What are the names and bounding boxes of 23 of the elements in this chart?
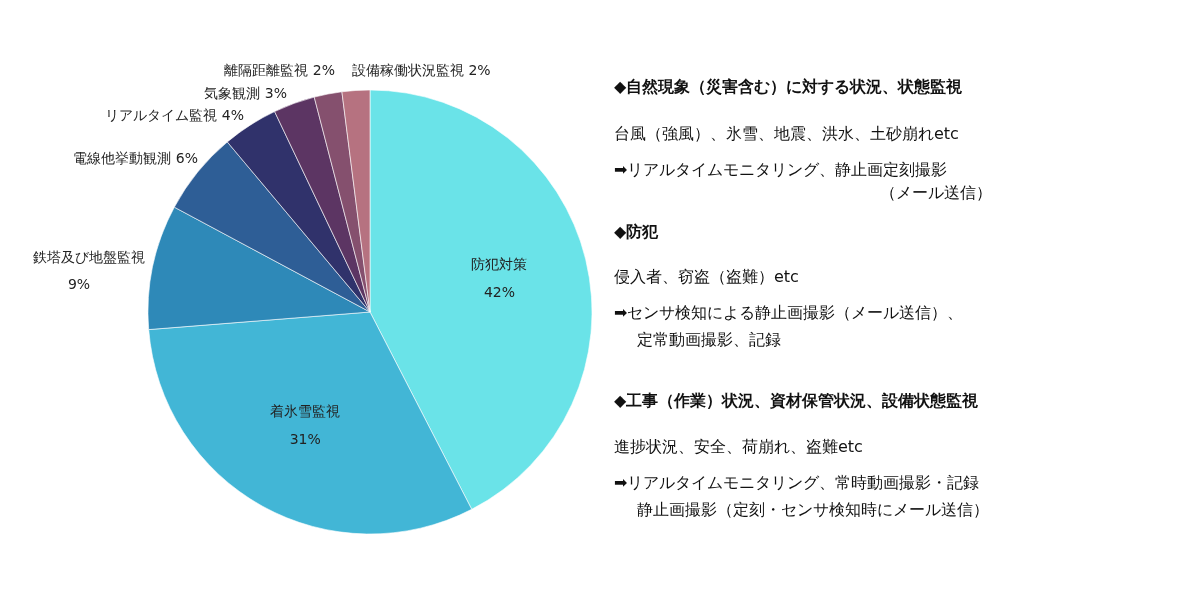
text: ➡センサ検知による静止画撮影（メール送信）、 [614, 303, 964, 322]
data-label: 9% [67, 276, 91, 292]
text: 進捗状況、安全、荷崩れ、盗難etc [614, 437, 863, 456]
data-label: 31% [289, 431, 321, 448]
slice-label: リアルタイム監視 4% [105, 107, 244, 123]
slice-label: 離隔距離監視 2% [224, 62, 335, 78]
text: 静止画撮影（定刻・センサ検知時にメール送信） [637, 500, 989, 519]
text: ➡リアルタイムモニタリング、静止画定刻撮影 [614, 160, 948, 179]
text: ◆自然現象（災害含む）に対する状況、状態監視 [614, 77, 963, 96]
slice-label: 着氷雪監視 [270, 403, 341, 420]
text: ◆防犯 [614, 222, 660, 241]
text: 侵入者、窃盗（盗難）etc [614, 267, 799, 286]
text: ➡リアルタイムモニタリング、常時動画撮影・記録 [614, 473, 980, 492]
data-label: 42% [483, 283, 516, 300]
text: （メール送信） [880, 183, 992, 202]
slice-label: 電線他挙動観測 6% [73, 150, 198, 166]
text: ◆工事（作業）状況、資材保管状況、設備状態監視 [614, 391, 979, 410]
slice-label: 防犯対策 [471, 255, 528, 272]
text: 台風（強風）、氷雪、地震、洪水、土砂崩れetc [614, 124, 959, 143]
slice-label: 気象観測 3% [204, 85, 287, 101]
text: 定常動画撮影、記録 [637, 330, 781, 349]
slice-label: 設備稼働状況監視 2% [352, 62, 491, 78]
slice-label: 鉄塔及び地盤監視 [33, 249, 145, 265]
